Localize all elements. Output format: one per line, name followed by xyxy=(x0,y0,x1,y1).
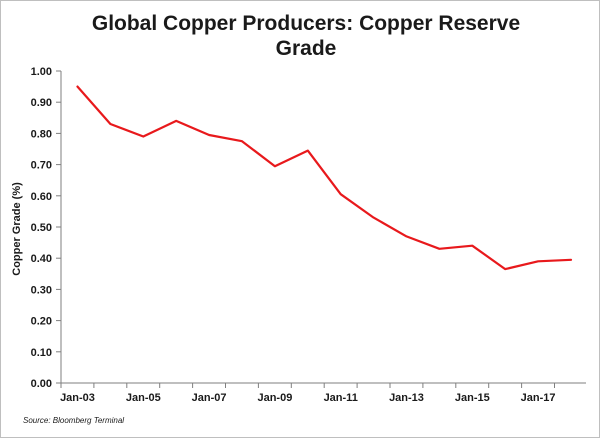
y-tick-label: 0.30 xyxy=(31,284,52,296)
y-tick-label: 0.70 xyxy=(31,160,52,172)
y-tick-label: 0.80 xyxy=(31,128,52,140)
x-tick-label: Jan-07 xyxy=(192,392,227,404)
source-note: Source: Bloomberg Terminal xyxy=(23,416,125,425)
x-tick-label: Jan-13 xyxy=(389,392,424,404)
y-tick-label: 0.90 xyxy=(31,97,52,109)
y-axis-label: Copper Grade (%) xyxy=(11,182,23,276)
y-tick-label: 0.10 xyxy=(31,347,52,359)
y-tick-label: 0.40 xyxy=(31,253,52,265)
x-tick-label: Jan-17 xyxy=(521,392,556,404)
y-tick-label: 0.00 xyxy=(31,378,52,390)
series-line xyxy=(76,85,573,271)
x-tick-label: Jan-11 xyxy=(324,392,358,404)
x-tick-label: Jan-05 xyxy=(126,392,161,404)
x-tick-label: Jan-09 xyxy=(257,392,292,404)
chart-title-line2: Grade xyxy=(275,37,337,60)
chart-title: Global Copper Producers: Copper Reserve … xyxy=(41,11,571,61)
y-tick-label: 0.20 xyxy=(31,316,52,328)
x-tick-label: Jan-03 xyxy=(60,392,95,404)
y-tick-label: 0.60 xyxy=(31,191,52,203)
chart-plot: 0.00 0.10 0.20 0.30 0.40 0.50 0.60 0.70 0.80 0.90… xyxy=(11,66,586,404)
y-tick-label: 1.00 xyxy=(31,66,52,78)
chart-title-line1: Global Copper Producers: Copper Reserve xyxy=(91,12,521,35)
x-tick-label: Jan-15 xyxy=(455,392,490,404)
y-tick-label: 0.50 xyxy=(31,222,52,234)
